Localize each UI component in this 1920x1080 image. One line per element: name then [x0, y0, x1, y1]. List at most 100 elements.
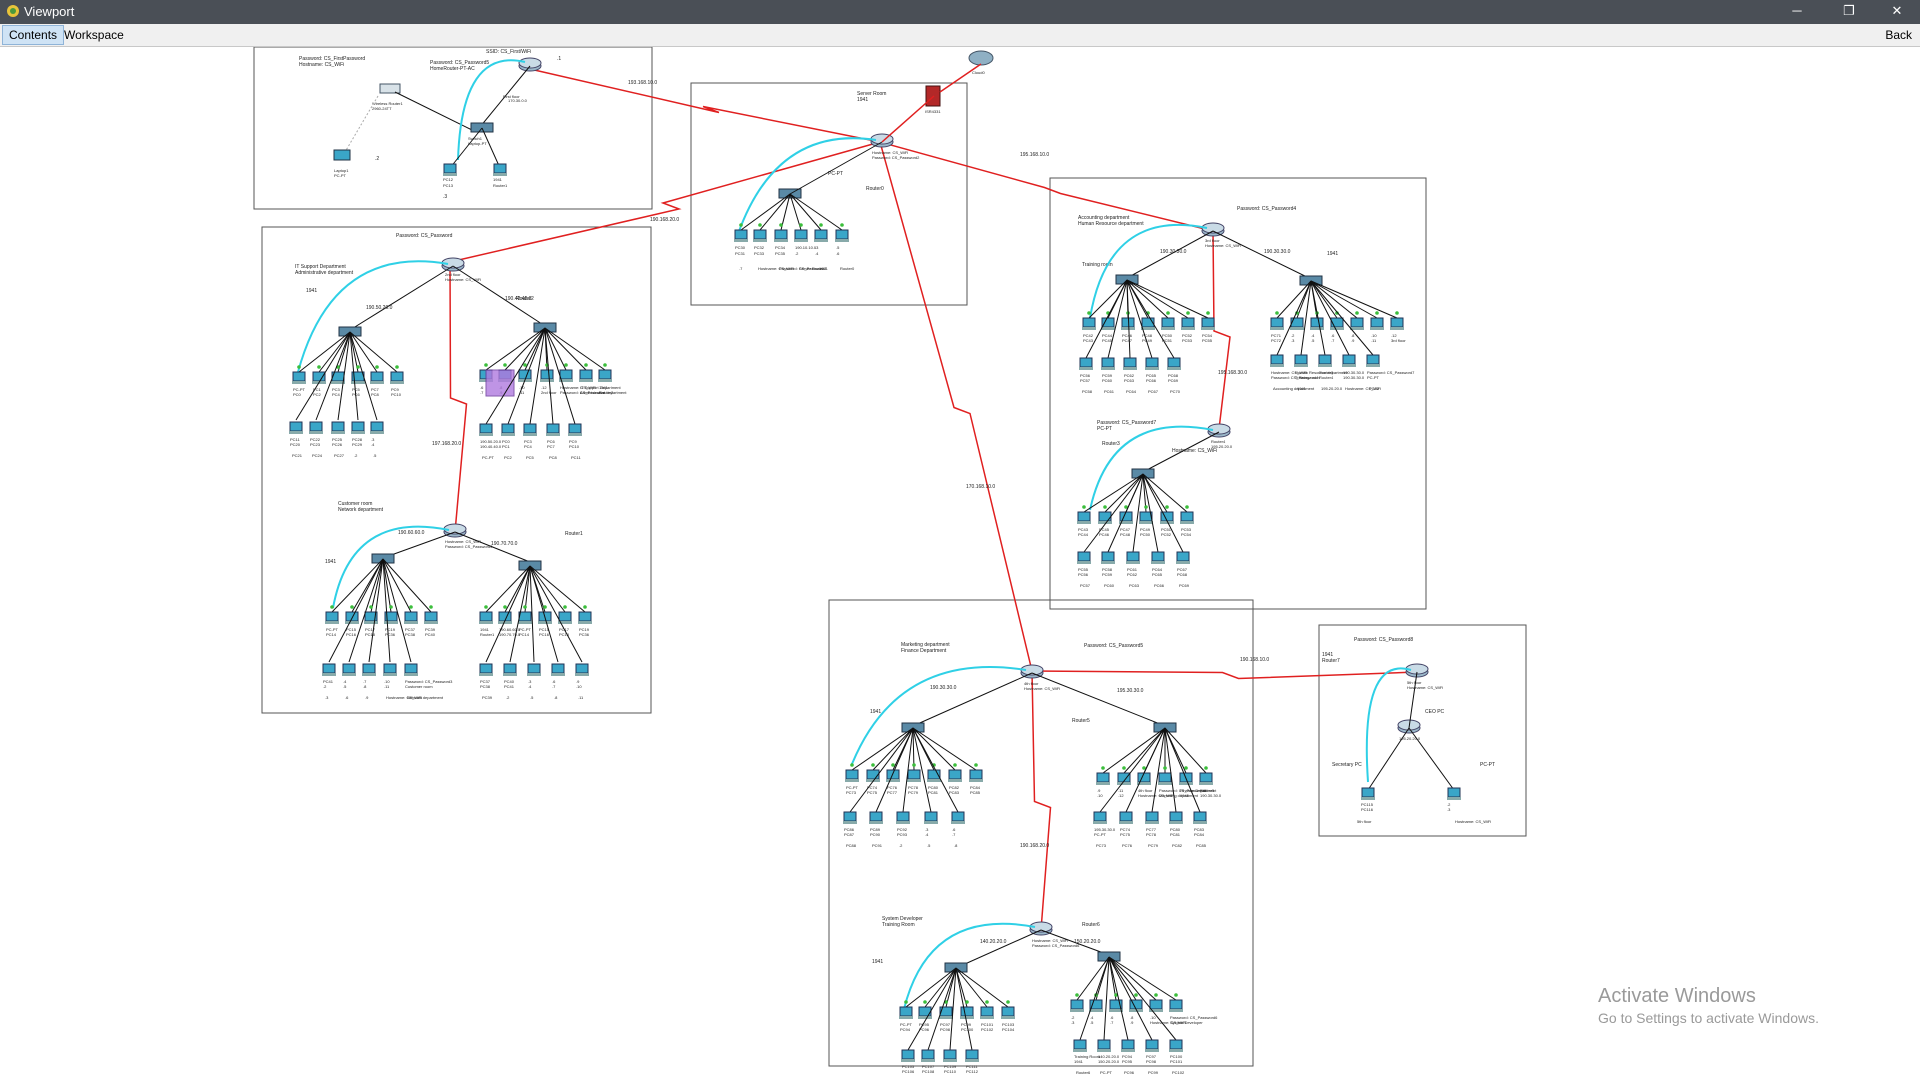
pc-icon — [527, 663, 541, 674]
diagram-label: PC66 — [1154, 583, 1165, 588]
diagram-label: PC44 — [1102, 333, 1113, 338]
diagram-label: PC84 — [970, 785, 981, 790]
lan-link — [481, 127, 501, 169]
port-status — [389, 605, 393, 609]
diagram-label: PC59 — [1102, 572, 1113, 577]
diagram-label: 195.20.20.0 — [1321, 386, 1343, 391]
link-line — [1108, 956, 1177, 1041]
link-line — [912, 727, 915, 771]
link-line — [955, 967, 968, 1008]
diagram-label: PC21 — [292, 453, 303, 458]
area-label: Hostname: CS_WiFi — [299, 62, 344, 68]
device-label: First floor — [503, 94, 520, 99]
diagram-label: PC1 — [313, 387, 322, 392]
restore-button[interactable]: ❐ — [1826, 0, 1872, 24]
pc-icon — [345, 611, 359, 622]
pc-icon — [1181, 317, 1195, 328]
pc-icon — [351, 421, 365, 432]
diagram-label: PC34 — [775, 245, 786, 250]
diagram-label: PC-PT — [1367, 375, 1380, 380]
diagram-label: .7 — [552, 684, 556, 689]
minimize-button[interactable]: ─ — [1774, 0, 1820, 24]
wan-link — [1031, 670, 1418, 680]
port-status — [1075, 993, 1079, 997]
close-button[interactable]: ✕ — [1874, 0, 1920, 24]
link-line — [1408, 727, 1455, 791]
link-line — [318, 331, 351, 373]
pc-base — [1121, 1049, 1135, 1052]
diagram-label: .10 — [576, 684, 582, 689]
link-line — [1079, 956, 1110, 1041]
pc-base — [1079, 367, 1093, 370]
pc-base — [1126, 561, 1140, 564]
diagram-label: Router1 — [480, 632, 495, 637]
pc-icon — [579, 369, 593, 380]
diagram-label: 190.30.30.0 — [1160, 249, 1187, 255]
pc-icon — [331, 421, 345, 432]
diagram-label: 170.30.0.0 — [508, 98, 528, 103]
pc-icon — [1169, 811, 1183, 822]
diagram-label: PC15 — [539, 627, 550, 632]
pc-base — [1001, 1016, 1015, 1019]
pc-base — [479, 621, 493, 624]
diagram-label: PC93 — [897, 832, 908, 837]
diagram-label: PC18 — [559, 632, 570, 637]
link-line — [955, 967, 1009, 1008]
port-status — [953, 763, 957, 767]
port-status — [891, 763, 895, 767]
diagram-label: PC0 — [502, 439, 511, 444]
diagram-label: Hostname: CS_WiFi — [1345, 386, 1381, 391]
link-line — [907, 967, 957, 1051]
diagram-label: PC63 — [1124, 378, 1135, 383]
pc-icon — [1101, 357, 1115, 368]
diagram-label: Server Room — [799, 266, 823, 271]
pc-base — [1097, 1049, 1111, 1052]
diagram-label: 190.30.30.0 — [1264, 249, 1291, 255]
device-label: Wireless Router1 — [372, 101, 403, 106]
diagram-label: 190.10.10.0 — [795, 245, 817, 250]
link-line — [912, 727, 977, 771]
diagram-label: .4 — [925, 832, 929, 837]
pc-base — [753, 239, 767, 242]
diagram-label: PC36 — [385, 632, 396, 637]
network-canvas[interactable]: 193.168.10.0 190.168.20.0 195.168.10.0 170.… — [0, 47, 1920, 1080]
area-label: Password: CS_FirstPassword — [299, 56, 365, 62]
diagram-label: .3 — [443, 194, 447, 200]
diagram-label: PC-PT — [828, 171, 843, 177]
diagram-label: PC51 — [1162, 338, 1173, 343]
floor-label: Password: CS_Password8 — [1354, 637, 1413, 643]
diagram-label: 190.30.30.0 — [930, 685, 957, 691]
diagram-label: PC65 — [1152, 572, 1163, 577]
diagram-label: PC57 — [1080, 378, 1091, 383]
diagram-label: 195.30.30.0 — [1094, 827, 1116, 832]
diagram-label: Router5 — [1200, 788, 1215, 793]
lan-link — [454, 531, 531, 563]
link-line — [1310, 280, 1326, 356]
pc-icon — [1350, 317, 1364, 328]
tab-contents[interactable]: Contents — [2, 25, 65, 45]
port-status — [583, 605, 587, 609]
diagram-label: PC54 — [1181, 532, 1192, 537]
diagram-label: PC94 — [1122, 1054, 1133, 1059]
link-line — [1310, 280, 1358, 319]
pc-icon — [1098, 511, 1112, 522]
diagram-label: Hostname: CS_WiFi — [445, 539, 481, 544]
diagram-label: PC69 — [1168, 378, 1179, 383]
link-line — [1107, 279, 1128, 359]
diagram-label: PC100 — [1170, 1054, 1183, 1059]
pc-icon — [559, 369, 573, 380]
pc-base — [1077, 561, 1091, 564]
pc-icon — [943, 1049, 957, 1060]
wireless-link — [1365, 667, 1412, 783]
diagram-label: 1941 — [325, 559, 336, 565]
diagram-label: PC0 — [293, 392, 302, 397]
pc-icon — [1001, 1006, 1015, 1017]
pc-icon — [1077, 511, 1091, 522]
diagram-label: PC-PT — [1094, 832, 1107, 837]
diagram-label: PC5 — [526, 455, 535, 460]
back-button[interactable]: Back — [1885, 28, 1912, 42]
tab-workspace[interactable]: Workspace — [64, 28, 124, 42]
diagram-label: PC112 — [966, 1069, 979, 1074]
diagram-label: 195.20.20.0 — [1211, 444, 1233, 449]
diagram-label: PC40 — [425, 632, 436, 637]
